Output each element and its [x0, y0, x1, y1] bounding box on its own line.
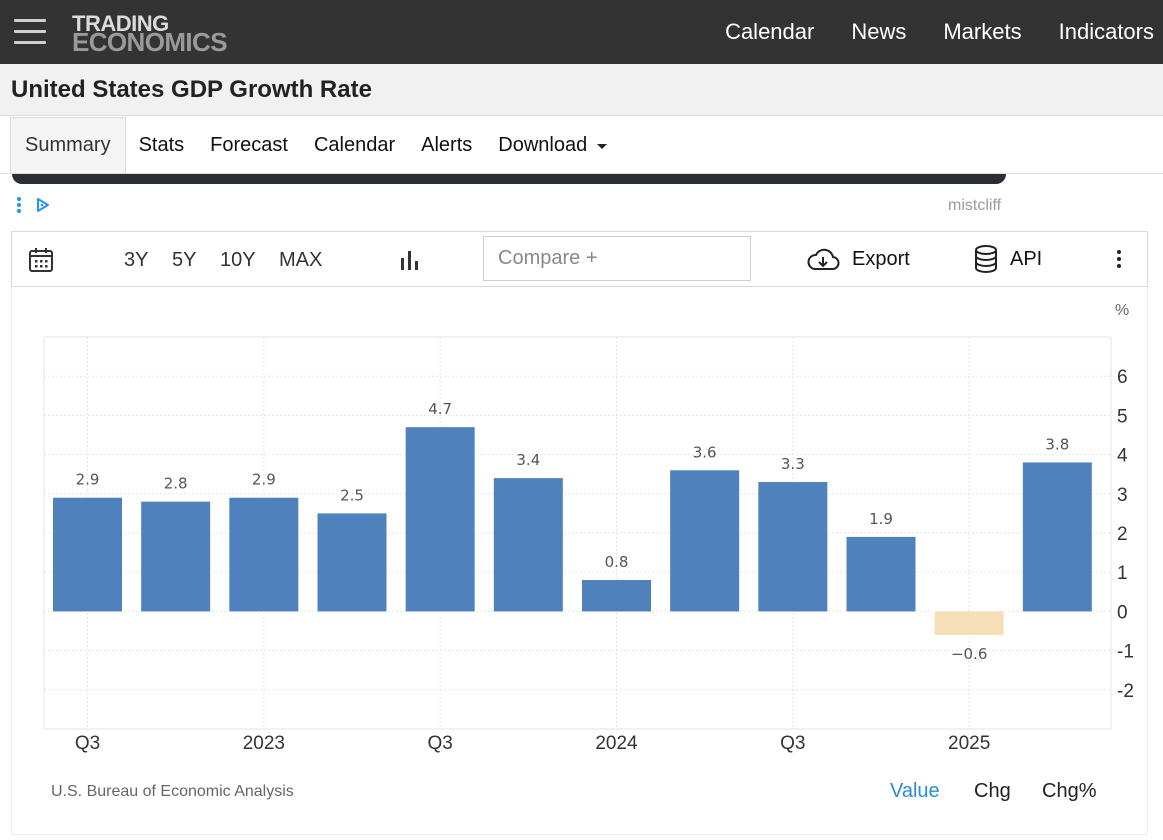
y-tick-label: 5	[1117, 406, 1128, 427]
x-tick-label: 2025	[948, 733, 990, 754]
data-label: 4.7	[428, 400, 452, 418]
tab-alerts[interactable]: Alerts	[421, 133, 473, 156]
range-5y-button[interactable]: 5Y	[172, 249, 197, 271]
bar	[405, 427, 475, 612]
y-tick-label: -2	[1117, 681, 1134, 702]
bar	[317, 513, 387, 612]
bar	[582, 580, 651, 612]
x-tick-label: Q3	[75, 733, 100, 754]
tab-calendar[interactable]: Calendar	[313, 133, 396, 156]
x-tick-label: Q3	[427, 733, 452, 754]
export-label: Export	[852, 247, 910, 270]
bar	[670, 470, 740, 612]
indicator-tabs: Summary Stats Forecast Calendar Alerts D…	[10, 117, 620, 174]
tab-summary[interactable]: Summary	[10, 117, 126, 173]
range-10y-button[interactable]: 10Y	[220, 249, 256, 271]
main-nav: Calendar News Markets Indicators	[688, 0, 1154, 64]
bar	[53, 497, 122, 612]
tab-download-label: Download	[498, 133, 588, 156]
data-label: 3.6	[693, 443, 717, 461]
data-label: 2.9	[252, 471, 276, 489]
bar-chart-icon[interactable]	[399, 248, 421, 277]
api-label: API	[1010, 247, 1043, 270]
data-label: 2.5	[340, 486, 364, 504]
y-tick-label: 0	[1117, 602, 1128, 623]
bar	[934, 611, 1004, 635]
data-source-label: U.S. Bureau of Economic Analysis	[51, 783, 294, 800]
data-label: 1.9	[869, 510, 893, 528]
data-label: −0.6	[951, 645, 987, 663]
y-tick-label: -1	[1117, 642, 1134, 663]
site-logo[interactable]: TRADING ECONOMICS	[72, 11, 228, 57]
logo-line-1: TRADING	[72, 11, 169, 36]
x-tick-label: 2024	[595, 733, 638, 754]
value-toggle-button[interactable]: Value	[890, 780, 940, 802]
bar	[229, 497, 299, 612]
calendar-icon[interactable]	[28, 247, 54, 278]
ad-banner[interactable]	[12, 174, 1006, 184]
y-axis-unit-label: %	[1115, 302, 1129, 319]
tabs-divider	[0, 173, 1163, 174]
ad-choices-icon[interactable]	[35, 197, 51, 218]
data-label: 3.4	[516, 451, 540, 469]
nav-indicators-link[interactable]: Indicators	[1058, 19, 1154, 44]
chg-pct-toggle-button[interactable]: Chg%	[1042, 780, 1097, 802]
nav-news-link[interactable]: News	[851, 19, 907, 44]
ad-options-icon[interactable]	[17, 197, 23, 213]
compare-input[interactable]	[483, 236, 751, 281]
tab-forecast[interactable]: Forecast	[210, 133, 288, 156]
more-options-icon[interactable]	[1116, 250, 1122, 272]
bar	[141, 501, 211, 612]
nav-markets-link[interactable]: Markets	[943, 19, 1022, 44]
tab-download[interactable]: Download	[485, 117, 620, 173]
data-label: 2.9	[76, 471, 100, 489]
bar	[493, 478, 563, 612]
data-label: 0.8	[605, 553, 629, 571]
nav-calendar-link[interactable]: Calendar	[725, 19, 815, 44]
top-navigation-bar: TRADING ECONOMICS Calendar News Markets …	[0, 0, 1163, 64]
page-title-bar: United States GDP Growth Rate	[0, 64, 1163, 116]
y-tick-label: 2	[1117, 524, 1128, 545]
y-tick-label: 4	[1117, 446, 1128, 467]
data-label: 3.3	[781, 455, 805, 473]
logo-line-2: ECONOMICS	[72, 27, 228, 57]
hamburger-menu-icon[interactable]	[14, 19, 46, 45]
page-title: United States GDP Growth Rate	[11, 76, 372, 103]
database-icon	[975, 245, 997, 273]
x-tick-label: Q3	[780, 733, 805, 754]
api-button[interactable]: API	[974, 245, 1042, 273]
cloud-download-icon	[807, 248, 840, 270]
y-tick-label: 1	[1117, 563, 1128, 584]
data-label: 3.8	[1045, 435, 1069, 453]
bar	[1022, 462, 1092, 612]
ad-label: mistcliff	[948, 197, 1002, 214]
caret-down-icon	[597, 143, 608, 149]
x-tick-label: 2023	[243, 733, 285, 754]
chg-toggle-button[interactable]: Chg	[974, 780, 1011, 802]
chart-toolbar: 3Y 5Y 10Y MAX Export API	[11, 231, 1148, 287]
bar	[846, 536, 916, 612]
chart-container: 2.9 2.8 2.9 2.5 4.7 3.4 0.8 3.6 3.3 1.9 −0.6 3.8 6 5 4…	[11, 287, 1148, 835]
y-tick-label: 3	[1117, 485, 1128, 506]
range-3y-button[interactable]: 3Y	[124, 249, 149, 271]
gdp-bar-chart: 2.9 2.8 2.9 2.5 4.7 3.4 0.8 3.6 3.3 1.9 −0.6 3.8 6 5 4…	[43, 302, 1134, 754]
y-tick-label: 6	[1117, 367, 1128, 388]
range-max-button[interactable]: MAX	[279, 249, 323, 271]
tab-stats[interactable]: Stats	[138, 133, 185, 156]
data-label: 2.8	[164, 475, 188, 493]
bar	[758, 482, 828, 612]
export-button[interactable]: Export	[806, 246, 910, 272]
